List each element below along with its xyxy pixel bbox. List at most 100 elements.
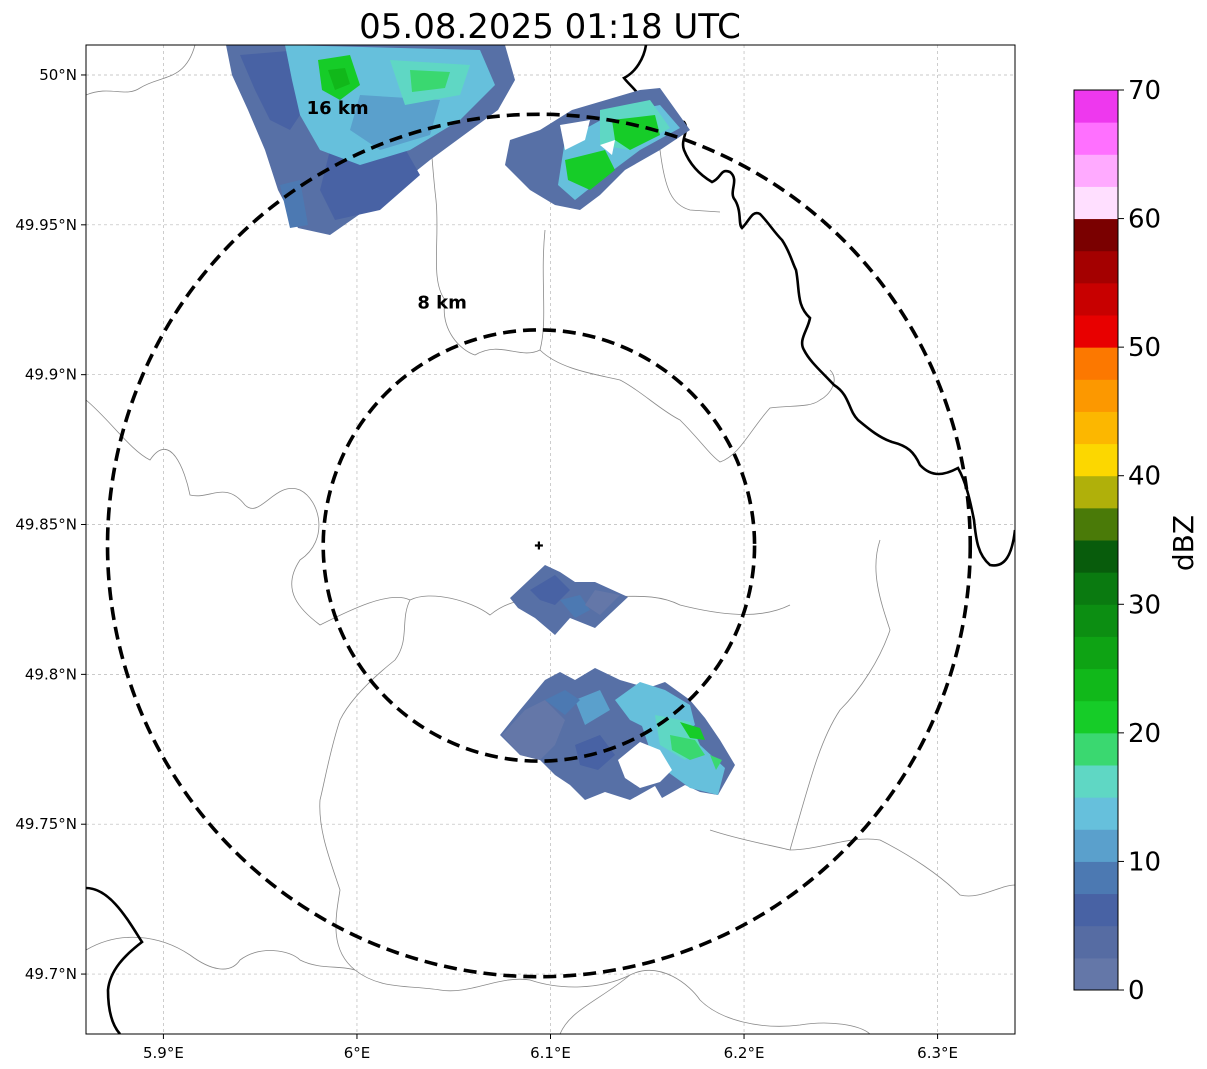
echo-green bbox=[710, 755, 722, 770]
figure-title: 05.08.2025 01:18 UTC bbox=[359, 7, 741, 47]
colorbar-segment bbox=[1074, 122, 1118, 155]
y-tick-label: 49.85°N bbox=[15, 516, 77, 534]
echo-shade bbox=[560, 595, 590, 618]
echo-mid bbox=[575, 690, 610, 725]
national-border-line bbox=[622, 45, 1015, 567]
colorbar-segment bbox=[1074, 90, 1118, 123]
range-ring-label: 16 km bbox=[307, 98, 369, 119]
colorbar-segment bbox=[1074, 250, 1118, 284]
colorbar-segment bbox=[1074, 700, 1118, 734]
range-ring-label: 8 km bbox=[417, 293, 467, 314]
gridlines bbox=[86, 45, 1015, 1034]
echo-light bbox=[585, 590, 620, 615]
y-tick-label: 49.75°N bbox=[15, 815, 77, 833]
y-tick-label: 49.8°N bbox=[25, 665, 77, 683]
admin-boundary-line bbox=[559, 974, 631, 1034]
colorbar-tick-label: 20 bbox=[1128, 719, 1161, 749]
admin-boundary-line bbox=[539, 229, 546, 351]
national-border-line bbox=[86, 886, 144, 1034]
echo-gap bbox=[600, 140, 615, 155]
colorbar-segment bbox=[1074, 925, 1118, 959]
x-tick-label: 6.1°E bbox=[530, 1044, 571, 1062]
colorbar-segment bbox=[1074, 540, 1118, 573]
colorbar-segment bbox=[1074, 797, 1118, 830]
colorbar-ticks: 0 10 20 30 40 50 60 70 bbox=[1118, 76, 1161, 1006]
echo-core bbox=[565, 150, 615, 190]
y-tick-label: 50°N bbox=[39, 66, 77, 84]
echo-cell-central bbox=[510, 565, 628, 635]
colorbar-segment bbox=[1074, 379, 1118, 412]
colorbar-segment bbox=[1074, 218, 1118, 252]
echo-gap bbox=[618, 742, 672, 788]
range-ring bbox=[105, 112, 973, 979]
admin-boundary-line bbox=[709, 829, 1015, 897]
radar-site-marker bbox=[534, 541, 543, 550]
colorbar-segment bbox=[1074, 861, 1118, 895]
colorbar-segments bbox=[1074, 90, 1118, 991]
admin-boundary-line bbox=[435, 199, 835, 463]
admin-boundary-line bbox=[699, 999, 871, 1034]
range-rings bbox=[105, 112, 973, 979]
admin-boundary-line bbox=[86, 45, 196, 96]
range-ring bbox=[321, 328, 757, 763]
latitude-ticks: 49.7°N 49.75°N 49.8°N 49.85°N 49.9°N 49.95°N 5… bbox=[15, 66, 86, 983]
map-panel[interactable]: 8 km 16 km bbox=[85, 44, 1016, 1035]
echo-green bbox=[410, 70, 450, 92]
national-border bbox=[86, 45, 1015, 1034]
admin-boundary-line bbox=[86, 936, 356, 971]
colorbar-tick-label: 70 bbox=[1128, 76, 1161, 106]
longitude-ticks: 5.9°E 6°E 6.1°E 6.2°E 6.3°E bbox=[143, 1034, 958, 1062]
colorbar-segment bbox=[1074, 282, 1118, 316]
x-tick-label: 6.3°E bbox=[917, 1044, 958, 1062]
colorbar-tick-label: 40 bbox=[1128, 462, 1161, 492]
colorbar-tick-label: 10 bbox=[1128, 847, 1161, 877]
echo-shade bbox=[530, 575, 570, 605]
colorbar-segment bbox=[1074, 315, 1118, 348]
colorbar-segment bbox=[1074, 154, 1118, 187]
echo-shade bbox=[545, 690, 580, 715]
echo-cell-north-west bbox=[226, 45, 515, 235]
echo-core bbox=[328, 68, 350, 90]
colorbar-segment bbox=[1074, 411, 1118, 445]
colorbar-segment bbox=[1074, 443, 1118, 477]
echo-core bbox=[612, 115, 660, 150]
range-ring-labels: 8 km 16 km bbox=[307, 98, 467, 314]
echo-core bbox=[680, 722, 705, 740]
colorbar-segment bbox=[1074, 347, 1118, 380]
colorbar-segment bbox=[1074, 893, 1118, 927]
colorbar: 0 10 20 30 40 50 60 70 dBZ bbox=[1073, 76, 1200, 1006]
colorbar-tick-label: 30 bbox=[1128, 590, 1161, 620]
x-tick-label: 6.2°E bbox=[724, 1044, 765, 1062]
colorbar-segment bbox=[1074, 572, 1118, 605]
colorbar-segment bbox=[1074, 765, 1118, 798]
y-tick-label: 49.95°N bbox=[15, 216, 77, 234]
echo-shade bbox=[280, 180, 308, 228]
colorbar-frame bbox=[1073, 89, 1119, 991]
admin-boundary-line bbox=[659, 149, 721, 213]
x-tick-label: 5.9°E bbox=[143, 1044, 184, 1062]
colorbar-segment bbox=[1074, 957, 1118, 991]
echo-mid bbox=[350, 95, 440, 150]
colorbar-segment bbox=[1074, 829, 1118, 862]
admin-boundary-line bbox=[789, 539, 891, 851]
admin-boundary-line bbox=[319, 599, 701, 1001]
colorbar-segment bbox=[1074, 604, 1118, 637]
colorbar-segment bbox=[1074, 636, 1118, 670]
y-tick-label: 49.7°N bbox=[25, 965, 77, 983]
admin-boundaries bbox=[86, 45, 1015, 1034]
colorbar-tick-label: 60 bbox=[1128, 205, 1161, 235]
colorbar-segment bbox=[1074, 507, 1118, 541]
colorbar-segment bbox=[1074, 186, 1118, 220]
y-tick-label: 49.9°N bbox=[25, 366, 77, 384]
x-tick-label: 6°E bbox=[344, 1044, 371, 1062]
colorbar-tick-label: 50 bbox=[1128, 333, 1161, 363]
echo-gap bbox=[560, 120, 590, 150]
colorbar-segment bbox=[1074, 475, 1118, 509]
echo-green bbox=[670, 735, 705, 760]
echo-light-base bbox=[502, 700, 565, 760]
reflectivity-layer bbox=[226, 45, 735, 800]
colorbar-label: dBZ bbox=[1167, 515, 1200, 571]
colorbar-segment bbox=[1074, 668, 1118, 702]
colorbar-tick-label: 0 bbox=[1128, 976, 1145, 1006]
